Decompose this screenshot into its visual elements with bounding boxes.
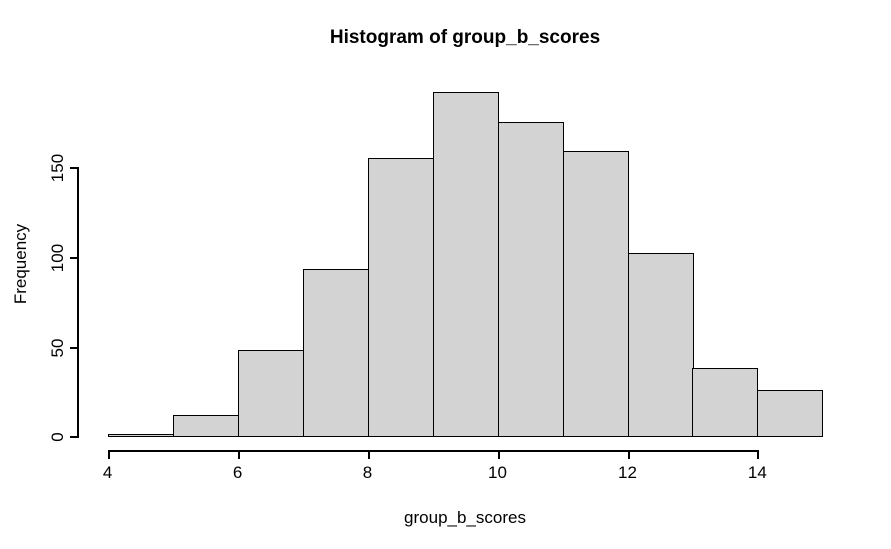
- histogram-bar: [562, 151, 629, 438]
- y-tick-label: 0: [48, 432, 67, 442]
- x-tick: [107, 450, 110, 459]
- y-tick: [70, 346, 79, 349]
- x-tick: [367, 450, 370, 459]
- histogram-bar: [692, 368, 759, 438]
- histogram-bar: [367, 158, 434, 438]
- histogram-bar: [237, 350, 304, 438]
- x-tick-label: 8: [362, 463, 373, 482]
- histogram-bar: [107, 434, 174, 438]
- histogram-bar: [497, 122, 564, 438]
- y-tick: [70, 167, 79, 170]
- x-tick-label: 4: [102, 463, 113, 482]
- x-tick: [627, 450, 630, 459]
- y-axis-label: Frequency: [11, 223, 30, 305]
- histogram-bar: [627, 253, 694, 438]
- histogram-bar: [432, 91, 499, 438]
- x-axis-label: group_b_scores: [404, 508, 526, 527]
- x-tick-label: 12: [618, 463, 637, 482]
- y-tick-label: 150: [48, 153, 67, 183]
- x-tick-label: 6: [232, 463, 243, 482]
- x-axis-line: [107, 450, 758, 452]
- y-tick-label: 50: [48, 338, 67, 357]
- x-tick: [497, 450, 500, 459]
- y-tick: [70, 256, 79, 259]
- x-tick: [757, 450, 760, 459]
- x-tick: [237, 450, 240, 459]
- histogram-bar: [172, 414, 239, 438]
- y-tick-label: 100: [48, 243, 67, 272]
- x-tick-label: 10: [488, 463, 507, 482]
- chart-title: Histogram of group_b_scores: [329, 27, 601, 48]
- histogram-bar: [302, 269, 369, 438]
- y-tick: [70, 436, 79, 439]
- x-tick-label: 14: [747, 463, 767, 482]
- y-axis-line: [77, 167, 79, 437]
- histogram-bar: [757, 389, 824, 438]
